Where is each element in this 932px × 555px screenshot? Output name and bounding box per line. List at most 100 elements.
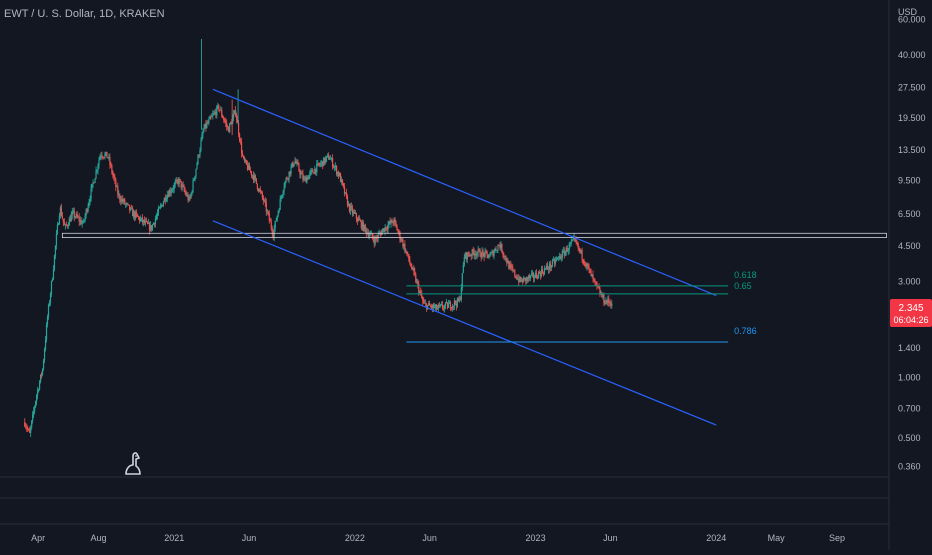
candle-body	[293, 163, 295, 167]
candle-body	[32, 413, 34, 421]
candle-body	[492, 251, 494, 257]
candle-body	[320, 163, 322, 165]
candle-body	[238, 133, 241, 141]
candle-body	[266, 211, 268, 213]
candle-body	[424, 302, 426, 304]
resistance-zone-rect[interactable]	[61, 232, 887, 238]
candle-body	[264, 200, 266, 203]
candle-body	[278, 209, 280, 212]
candle-body	[323, 157, 325, 167]
symbol-title[interactable]: EWT / U. S. Dollar, 1D, KRAKEN	[4, 8, 165, 20]
candle-body	[572, 237, 574, 240]
candle-body	[523, 277, 525, 283]
candle-body	[235, 110, 237, 115]
price-axis[interactable]: 60.000 40.000 27.500 19.500 13.500 9.500 6.500…	[898, 15, 926, 472]
candle-body	[156, 213, 159, 217]
candle-body	[395, 222, 397, 226]
candle-body	[328, 155, 330, 160]
candle-body	[241, 153, 244, 157]
candle-body	[448, 302, 451, 304]
candle-body	[317, 163, 319, 164]
tradingview-logo-icon[interactable]	[125, 452, 141, 475]
candle-body	[88, 201, 90, 206]
channel-upper-line[interactable]	[212, 88, 717, 297]
candle-body	[201, 134, 203, 141]
candle-body	[252, 175, 255, 180]
candle-body	[166, 194, 168, 199]
candle-body	[472, 249, 474, 253]
candle-body	[61, 215, 63, 219]
candle-body	[79, 219, 81, 222]
candle-body	[524, 277, 526, 279]
currency-label[interactable]: USD	[898, 7, 918, 17]
candle-body	[314, 168, 316, 174]
candle-body	[373, 239, 375, 244]
candle-body	[216, 106, 218, 116]
candle-body	[256, 183, 258, 189]
candle-body	[500, 244, 502, 248]
candle-body	[469, 255, 471, 256]
candle-body	[146, 221, 149, 224]
candle-body	[225, 121, 227, 123]
candle-body	[47, 305, 50, 317]
candle-body	[380, 233, 382, 235]
candle-body	[289, 171, 291, 174]
candle-body	[279, 198, 281, 210]
candle-body	[273, 228, 275, 238]
price-tick-label: 9.500	[898, 176, 921, 186]
candle-body	[206, 122, 208, 128]
candle-body	[546, 265, 549, 269]
candle-body	[541, 269, 544, 273]
candle-body	[554, 260, 556, 264]
candle-body	[525, 277, 527, 282]
candle-body	[197, 155, 199, 164]
candle-body	[99, 156, 101, 160]
candle-body	[113, 175, 115, 178]
candle-body	[442, 308, 445, 309]
candle-body	[246, 164, 249, 170]
candle-body	[182, 184, 184, 187]
candle-body	[537, 272, 540, 279]
candle-body	[190, 193, 192, 198]
time-tick-label: Jun	[422, 533, 437, 543]
candle-body	[458, 298, 460, 301]
candle-body	[75, 214, 77, 217]
channel-lower-line[interactable]	[212, 220, 717, 426]
candle-body	[462, 264, 464, 274]
candle-body	[426, 303, 428, 310]
candle-body	[449, 302, 452, 309]
candle-body	[432, 304, 434, 309]
candle-body	[535, 273, 538, 278]
candle-body	[542, 272, 545, 274]
candle-body	[447, 303, 450, 308]
candle-body	[174, 182, 176, 185]
candle-body	[217, 105, 219, 107]
time-tick-label: Aug	[90, 533, 106, 543]
candle-body	[342, 183, 345, 187]
price-tick-label: 19.500	[898, 113, 926, 123]
candle-body	[468, 254, 470, 256]
candle-body	[270, 221, 272, 229]
candle-body	[233, 113, 235, 118]
candle-body	[499, 245, 501, 248]
candle-body	[250, 171, 253, 176]
time-axis[interactable]: Apr Aug 2021 Jun 2022 Jun 2023 Jun 2024 May Sep	[31, 533, 845, 543]
candle-body	[401, 239, 403, 241]
candle-body	[340, 179, 343, 183]
candle-body	[544, 268, 547, 270]
candle-body	[577, 243, 579, 248]
candle-body	[172, 188, 174, 190]
candle-body	[477, 249, 479, 254]
candle-body	[46, 316, 49, 325]
candle-body	[417, 281, 419, 285]
candle-body	[497, 245, 499, 251]
candle-body	[111, 165, 113, 173]
candle-body	[221, 109, 223, 116]
candle-body	[569, 243, 571, 245]
candle-body	[386, 229, 388, 230]
candle-body	[290, 166, 292, 174]
candle-body	[429, 303, 431, 306]
candle-body	[334, 166, 336, 168]
